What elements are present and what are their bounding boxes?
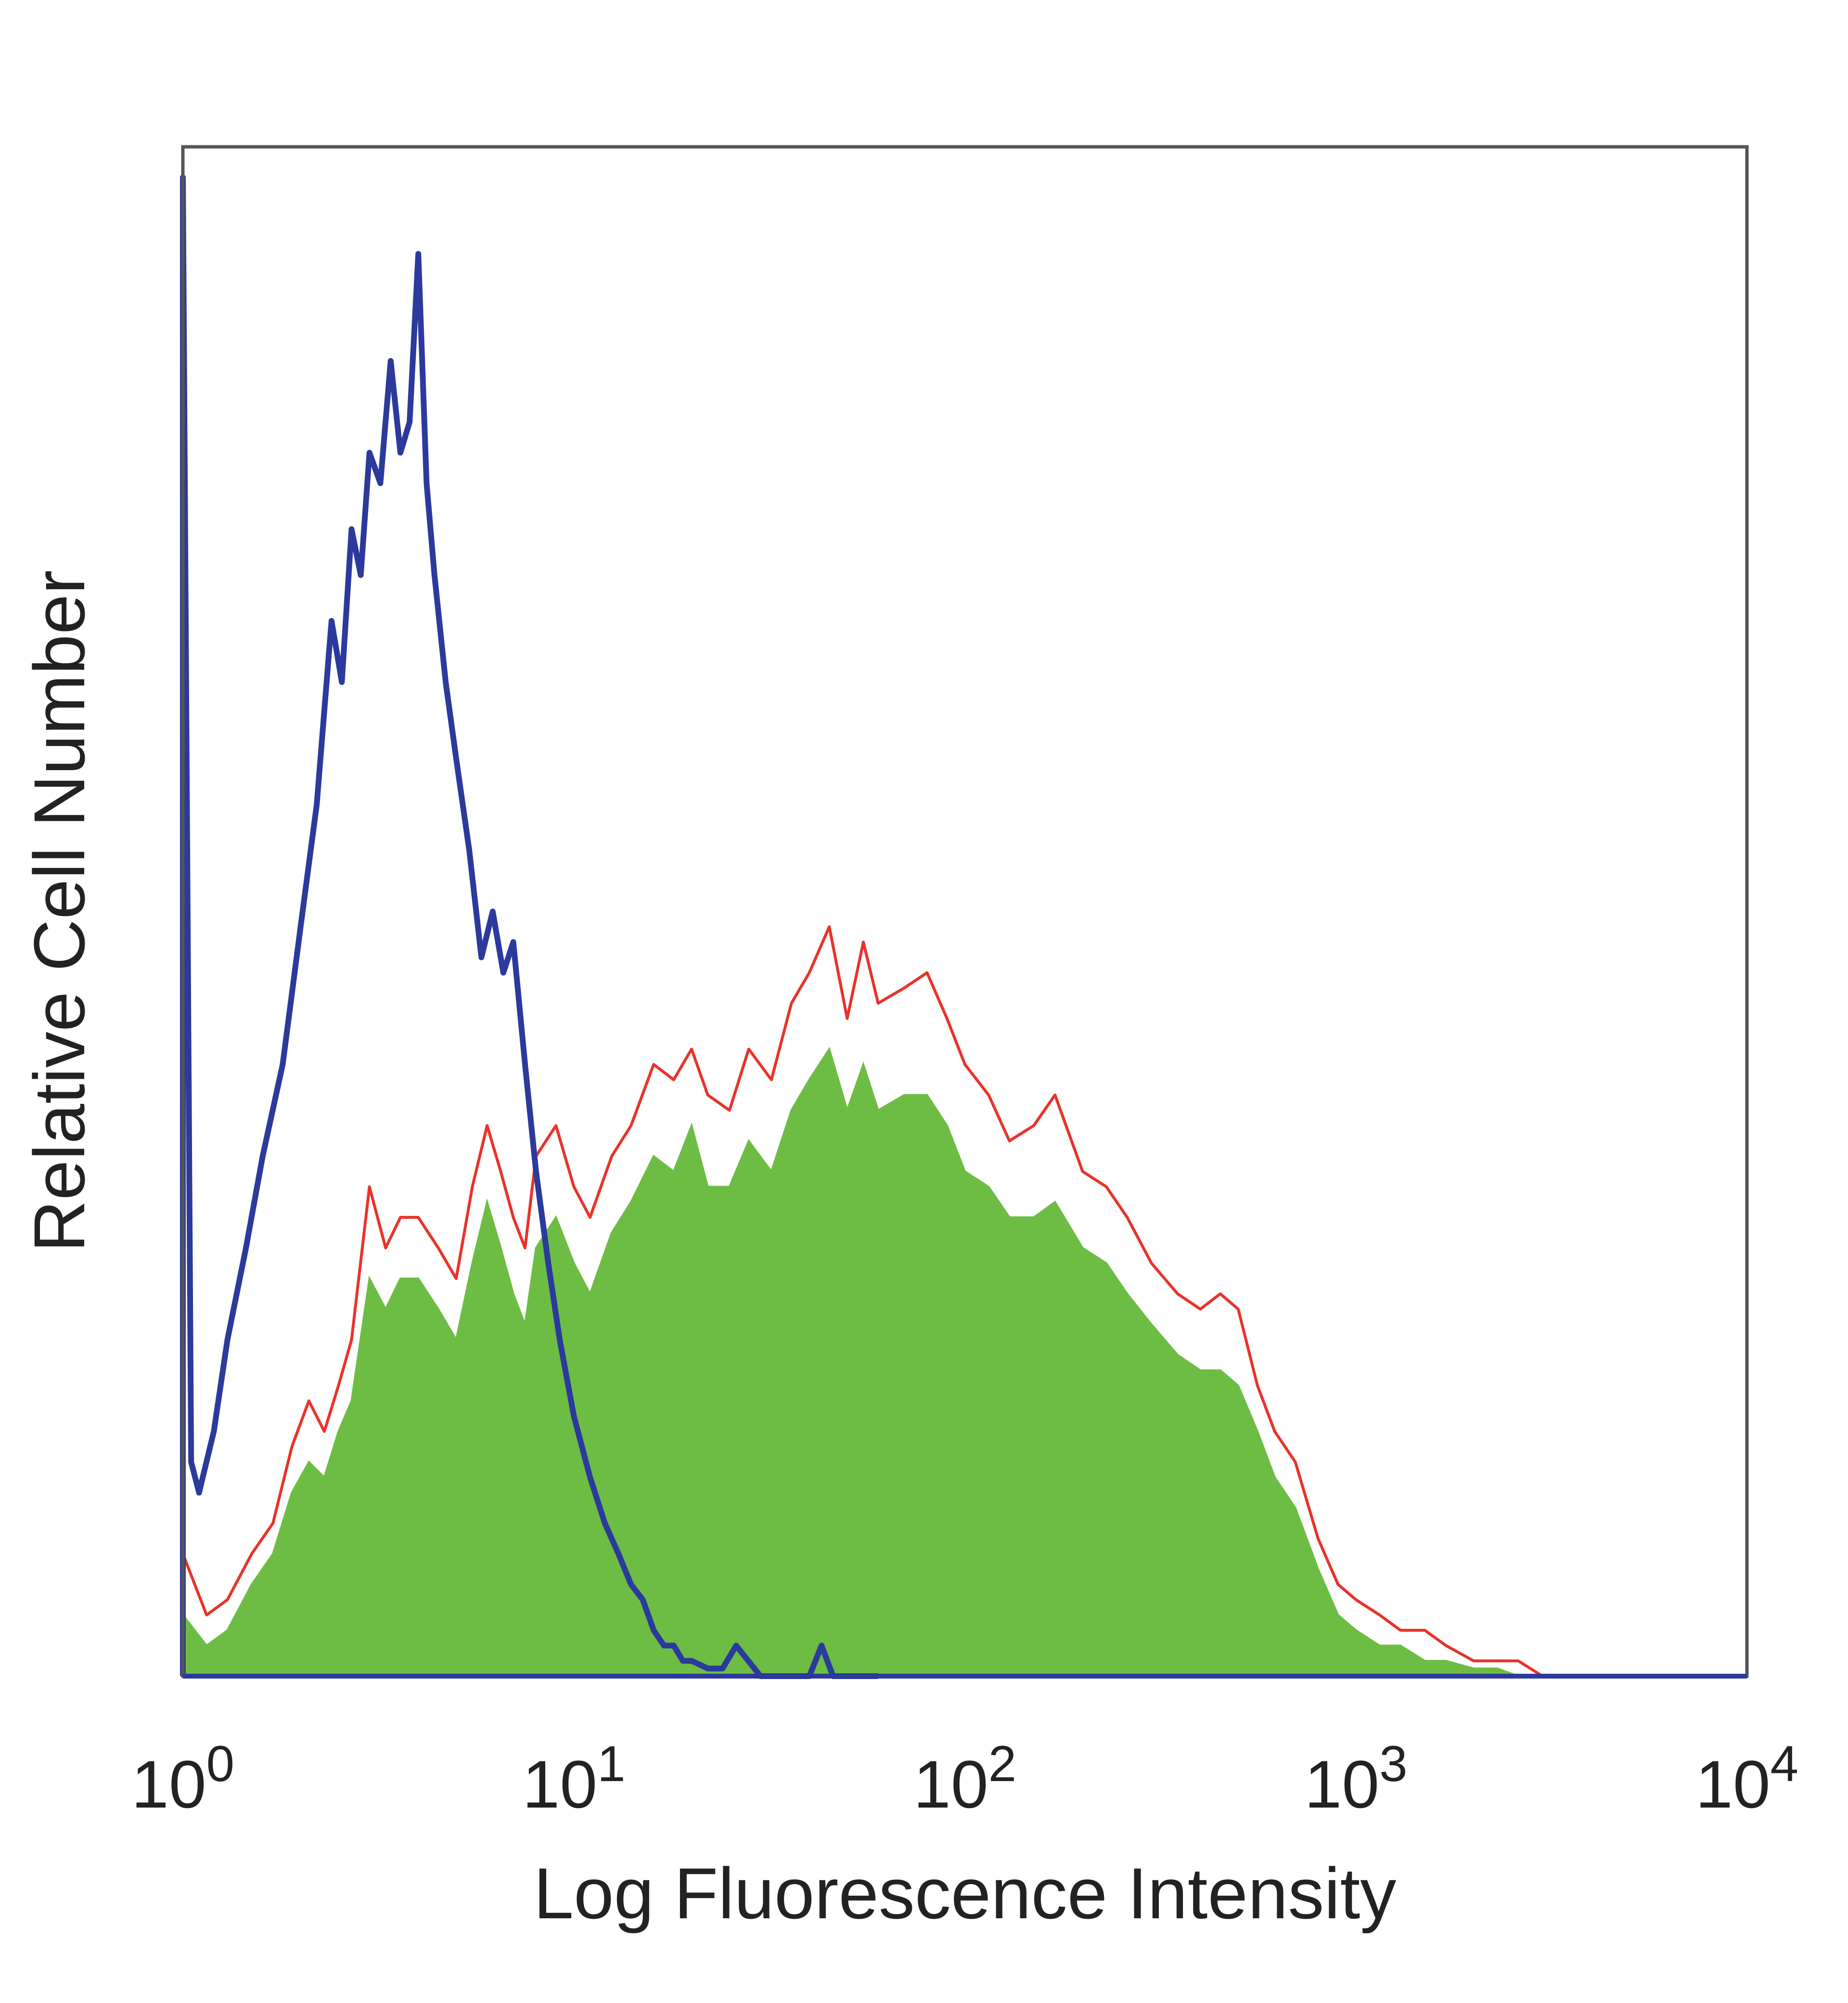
series-layer [180, 174, 1543, 1679]
x-tick-label-4: 104 [1695, 1736, 1798, 1822]
y-axis-label: Relative Cell Number [19, 570, 100, 1252]
x-tick-label-1: 101 [522, 1736, 625, 1822]
x-tick-label-2: 102 [913, 1736, 1016, 1822]
x-axis-label: Log Fluorescence Intensity [534, 1853, 1397, 1934]
x-tick-label-0: 100 [131, 1736, 234, 1822]
histogram-series-outline-1 [181, 925, 1543, 1678]
histogram-series-outline-0 [180, 174, 878, 1679]
histogram-series-filled-2 [182, 1047, 1543, 1677]
x-tick-label-3: 103 [1304, 1736, 1407, 1822]
x-tick-labels: 100 101 102 103 104 [131, 1736, 1798, 1822]
